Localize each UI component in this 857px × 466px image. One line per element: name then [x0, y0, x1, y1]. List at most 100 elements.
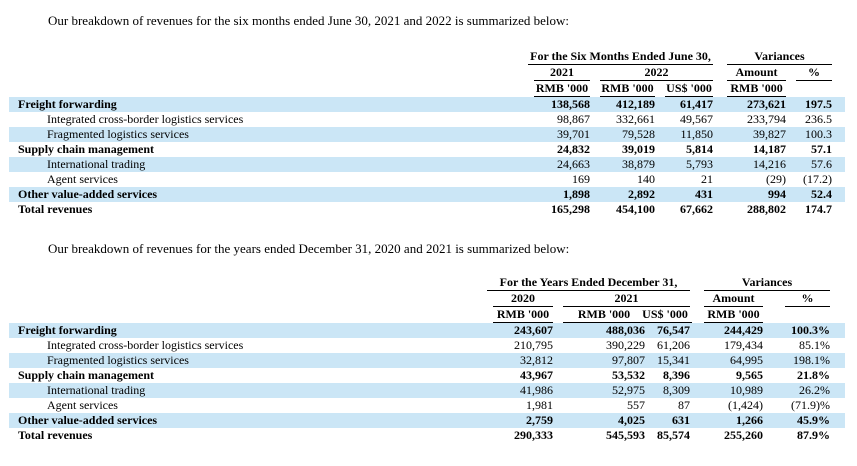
- row-value: 198.1%: [793, 353, 831, 367]
- intro-years: Our breakdown of revenues for the years …: [48, 241, 570, 256]
- unit-header-label: RMB '000: [727, 81, 787, 97]
- col-header-2021: 2021: [524, 65, 590, 81]
- row-value: 14,216: [753, 157, 787, 171]
- col-header-label: 2022: [600, 65, 714, 81]
- row-value: 39,701: [557, 127, 590, 141]
- row-value: 24,832: [557, 142, 590, 156]
- row-value: 631: [672, 413, 691, 427]
- row-value: 41,986: [520, 383, 553, 397]
- table-row: Other value-added services 2,759 4,025 631 1…: [9, 413, 846, 428]
- spacer-cell: [9, 49, 524, 65]
- row-label: Agent services: [47, 398, 118, 412]
- unit-header-rmb-2: RMB '000: [590, 81, 655, 97]
- row-label: Integrated cross-border logistics servic…: [47, 112, 244, 126]
- unit-header-label: RMB '000: [600, 81, 655, 97]
- table-row: Supply chain management 24,832 39,019 5,814…: [9, 142, 845, 157]
- col-header-label: 2021: [534, 65, 590, 81]
- unit-header-label: RMB '000: [704, 307, 764, 323]
- table-unit-header-row: RMB '000 RMB '000 US$ '000 RMB '000: [9, 81, 845, 97]
- unit-header-label: RMB '000: [493, 307, 553, 323]
- row-value: (1,424): [728, 398, 764, 412]
- col-header-amount: Amount: [690, 291, 764, 307]
- unit-header-usd: US$ '000: [638, 307, 693, 323]
- row-label: Integrated cross-border logistics servic…: [47, 338, 244, 352]
- table-body: Freight forwarding 138,568 412,189 61,417 27…: [9, 97, 846, 217]
- row-value: 32,812: [520, 353, 553, 367]
- col-header-label: 2021: [563, 291, 691, 307]
- row-value: 390,229: [606, 338, 645, 352]
- table-group-header-row: For the Years Ended December 31, Varianc…: [9, 275, 845, 291]
- variances-group-header: Variances: [704, 275, 831, 291]
- intro-six-months: Our breakdown of revenues for the six mo…: [48, 13, 569, 28]
- row-value: 138,568: [551, 97, 590, 111]
- row-value: 97,807: [612, 353, 645, 367]
- unit-header-usd: US$ '000: [655, 81, 714, 97]
- unit-header-label: US$ '000: [665, 81, 714, 97]
- row-value: 85.1%: [799, 338, 831, 352]
- row-label: Supply chain management: [18, 142, 155, 156]
- spacer-cell: [9, 65, 524, 81]
- table-row: Integrated cross-border logistics servic…: [9, 112, 845, 127]
- row-value: 488,036: [606, 323, 645, 337]
- row-value: 244,429: [724, 323, 764, 337]
- row-value: 57.6: [811, 157, 833, 171]
- col-header-2022: 2022: [590, 65, 714, 81]
- period-group-header: For the Six Months Ended June 30,: [528, 49, 714, 65]
- unit-header-label: US$ '000: [638, 307, 693, 323]
- table-row: Fragmented logistics services 39,701 79,52…: [9, 127, 846, 142]
- col-header-2020: 2020: [483, 291, 553, 307]
- table-row: Agent services 1,981 557 87 (1,424) (71.9)%: [9, 398, 845, 413]
- unit-header-label: RMB '000: [534, 81, 590, 97]
- col-header-label: %: [785, 291, 831, 307]
- unit-header-label: RMB '000: [563, 307, 645, 323]
- row-value: 2,892: [628, 187, 655, 201]
- row-value: 85,574: [657, 428, 691, 442]
- row-value: 57.1: [811, 142, 833, 156]
- row-value: 52,975: [612, 383, 645, 397]
- row-value: 179,434: [724, 338, 764, 352]
- table-row: Freight forwarding 243,607 488,036 76,547 24…: [9, 323, 846, 338]
- table-body: Freight forwarding 243,607 488,036 76,547 24…: [9, 323, 846, 443]
- row-value: 9,565: [736, 368, 764, 382]
- row-value: 10,989: [730, 383, 764, 397]
- row-value: 236.5: [805, 112, 833, 126]
- row-value: 39,019: [622, 142, 655, 156]
- row-value: 100.3%: [791, 323, 831, 337]
- row-value: 15,341: [657, 353, 691, 367]
- table-row: Other value-added services 1,898 2,892 431 9…: [9, 187, 846, 202]
- row-label: Other value-added services: [18, 187, 158, 201]
- row-value: (17.2): [803, 172, 833, 186]
- row-value: 1,898: [563, 187, 590, 201]
- revenue-table-years: For the Years Ended December 31, Varianc…: [9, 275, 846, 443]
- spacer-cell: [9, 307, 483, 323]
- row-value: 197.5: [805, 97, 833, 111]
- row-value: 67,662: [680, 202, 714, 216]
- row-value: 4,025: [618, 413, 645, 427]
- row-value: 87.9%: [797, 428, 831, 442]
- col-header-amount: Amount: [713, 65, 787, 81]
- row-value: 2,759: [526, 413, 553, 427]
- row-value: 8,396: [663, 368, 691, 382]
- table-year-header-row: 2021 2022 Amount %: [9, 65, 845, 81]
- spacer-cell: [9, 81, 524, 97]
- row-value: 11,850: [680, 127, 714, 141]
- row-value: 431: [695, 187, 714, 201]
- row-value: 288,802: [747, 202, 787, 216]
- table-unit-header-row: RMB '000 RMB '000 US$ '000 RMB '000: [9, 307, 845, 323]
- row-value: 255,260: [724, 428, 764, 442]
- row-value: 332,661: [616, 112, 655, 126]
- row-value: 14,187: [753, 142, 787, 156]
- row-value: 1,266: [736, 413, 764, 427]
- period-group-header: For the Years Ended December 31,: [487, 275, 691, 291]
- row-value: 76,547: [657, 323, 691, 337]
- row-value: 1,981: [526, 398, 553, 412]
- col-header-percent: %: [763, 291, 845, 307]
- row-value: 994: [768, 187, 787, 201]
- period-group-header-cell: For the Years Ended December 31,: [483, 275, 691, 291]
- spacer-cell: [786, 81, 845, 97]
- row-value: 26.2%: [799, 383, 831, 397]
- row-value: 169: [572, 172, 590, 186]
- row-value: 557: [627, 398, 645, 412]
- revenue-table-six-months: For the Six Months Ended June 30, Varian…: [9, 49, 846, 217]
- row-value: 39,827: [753, 127, 787, 141]
